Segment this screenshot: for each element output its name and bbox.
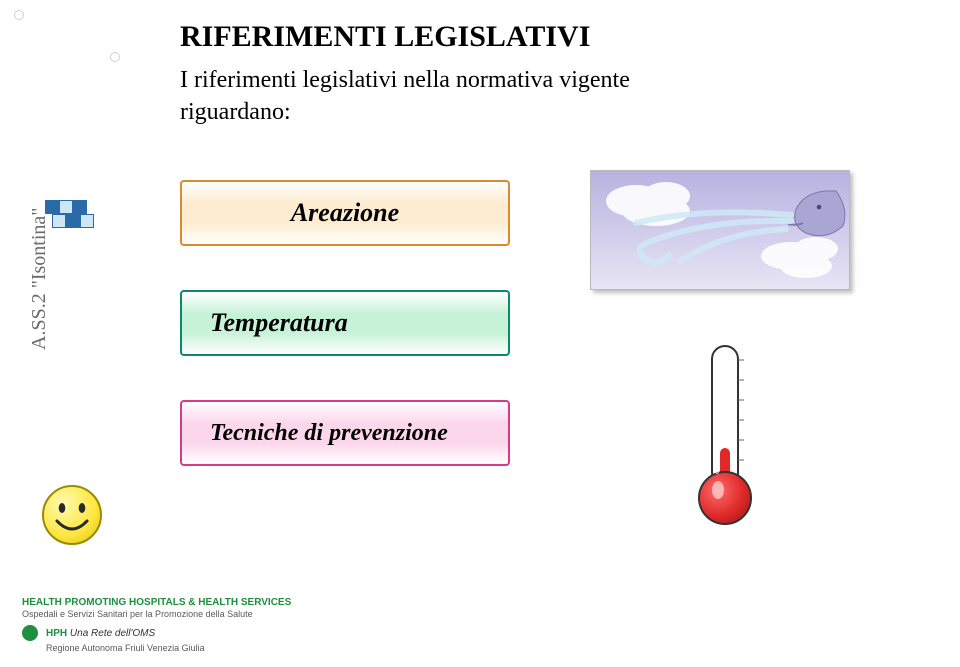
footer: HEALTH PROMOTING HOSPITALS & HEALTH SERV… xyxy=(22,597,452,653)
smiley-icon xyxy=(40,483,104,547)
footer-line1: HEALTH PROMOTING HOSPITALS & HEALTH SERV… xyxy=(22,597,452,608)
wind-cloud-art xyxy=(590,170,850,290)
deco-circle xyxy=(110,52,120,62)
slide: RIFERIMENTI LEGISLATIVI I riferimenti le… xyxy=(0,0,960,667)
box-temperatura: Temperatura xyxy=(180,290,510,356)
box-label: Tecniche di prevenzione xyxy=(210,420,448,447)
hph-dot-icon xyxy=(22,625,38,641)
box-areazione: Areazione xyxy=(180,180,510,246)
hph-label: HPH xyxy=(46,628,67,639)
hph-tag: Una Rete dell'OMS xyxy=(70,628,155,639)
box-label: Areazione xyxy=(291,198,399,228)
subtitle: I riferimenti legislativi nella normativ… xyxy=(180,64,700,129)
side-label: A.SS.2 "Isontina" xyxy=(28,208,51,350)
box-tecniche: Tecniche di prevenzione xyxy=(180,400,510,466)
thermometer-icon xyxy=(690,340,760,530)
footer-line2: Ospedali e Servizi Sanitari per la Promo… xyxy=(22,609,452,619)
hph-tagline: HPH Una Rete dell'OMS xyxy=(46,628,155,639)
page-title: RIFERIMENTI LEGISLATIVI xyxy=(180,20,590,54)
footer-region: Regione Autonoma Friuli Venezia Giulia xyxy=(46,643,452,653)
box-label: Temperatura xyxy=(210,308,348,338)
deco-circle xyxy=(14,10,24,20)
